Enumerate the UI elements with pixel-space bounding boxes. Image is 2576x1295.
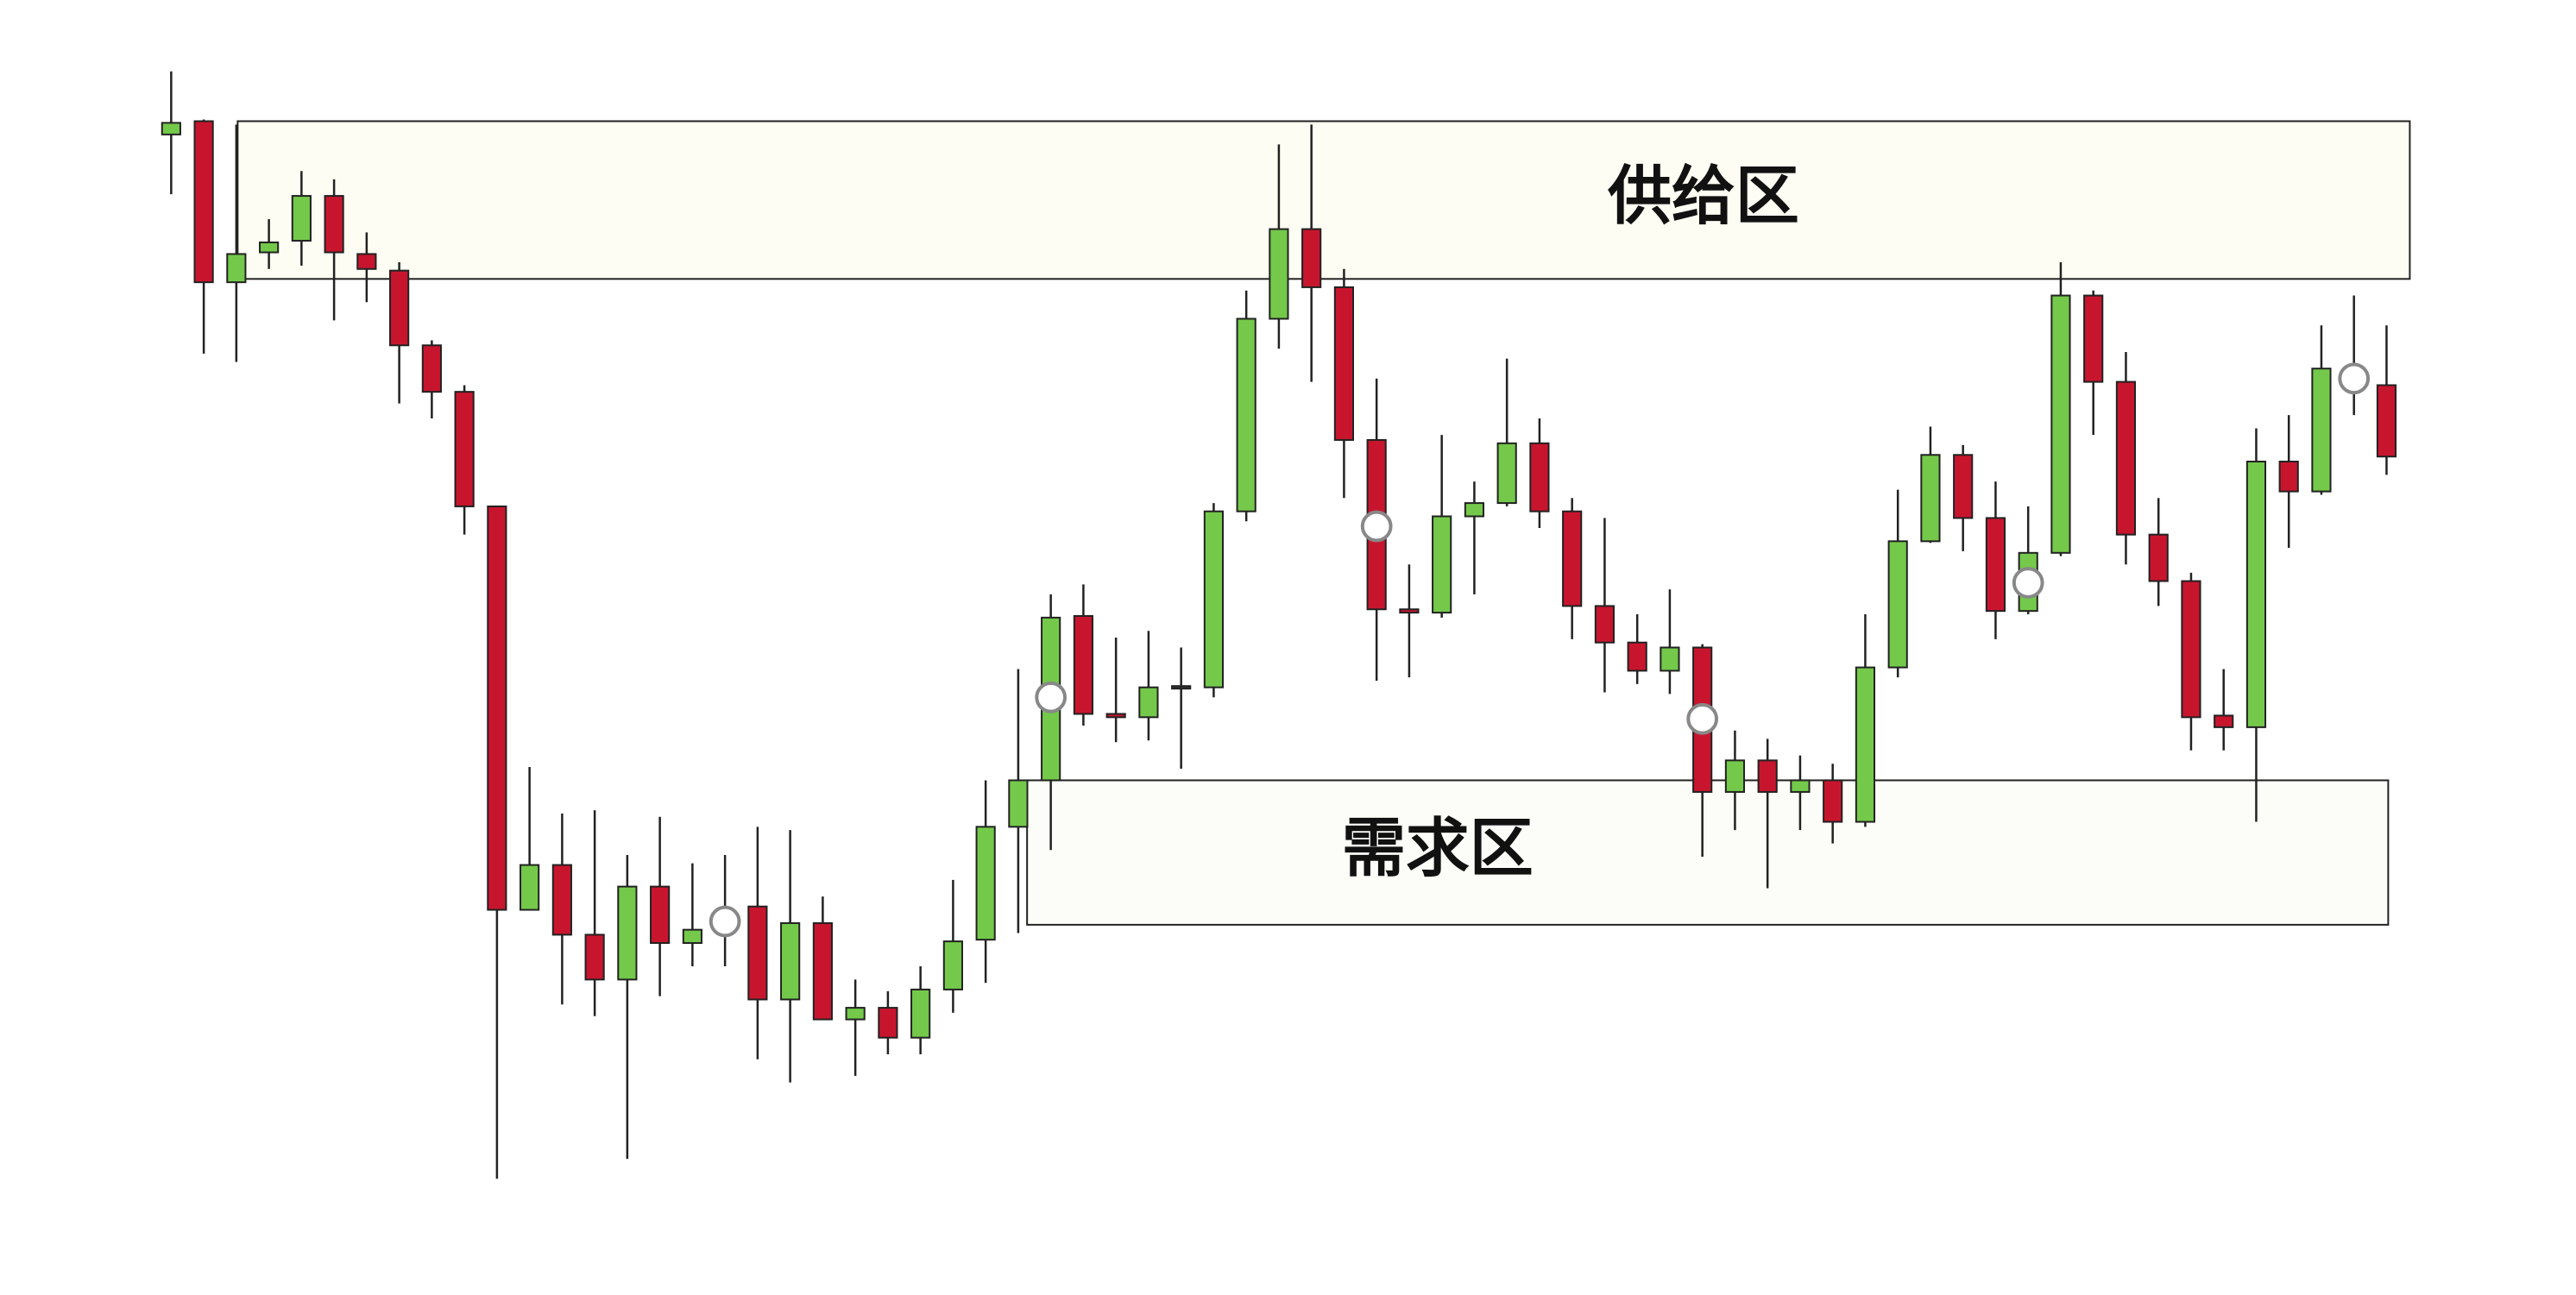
candle-body xyxy=(1757,759,1778,793)
marker xyxy=(709,905,741,938)
zone xyxy=(1026,779,2390,926)
zone-label: 需求区 xyxy=(1342,812,1534,886)
candle-body xyxy=(1953,454,1974,519)
candle-body xyxy=(617,885,638,981)
marker xyxy=(2012,567,2044,599)
candle-body xyxy=(1399,608,1420,614)
candle-body xyxy=(1887,540,1908,669)
candle-body xyxy=(1236,317,1257,512)
candle-body xyxy=(1432,515,1452,614)
candle-body xyxy=(2278,460,2299,493)
candle-body xyxy=(454,391,475,507)
candle-body xyxy=(2083,294,2104,383)
candle-body xyxy=(1464,502,1485,518)
candle-body xyxy=(1105,713,1126,719)
candle-body xyxy=(1008,779,1029,828)
candle-body xyxy=(1985,517,2006,613)
candle-body xyxy=(1073,614,1093,715)
candle-body xyxy=(2311,368,2332,493)
candle-body xyxy=(291,195,312,242)
candle-body xyxy=(324,195,344,254)
candle-body xyxy=(1171,685,1192,690)
candle-body xyxy=(1594,605,1616,644)
candle-body xyxy=(878,1007,898,1039)
candle-body xyxy=(1627,641,1647,672)
candle-body xyxy=(1724,759,1746,793)
candle-body xyxy=(421,344,442,393)
candle-body xyxy=(2148,533,2169,582)
candle-body xyxy=(1529,442,1550,512)
candle-body xyxy=(780,921,801,1001)
candle-body xyxy=(1855,666,1876,823)
candle-body xyxy=(551,864,572,936)
candle-body xyxy=(259,241,280,254)
marker xyxy=(1360,510,1393,543)
candle-body xyxy=(845,1007,866,1021)
candle-body xyxy=(1562,510,1583,607)
candle-body xyxy=(1138,686,1159,719)
candle-body xyxy=(487,505,507,911)
candle-body xyxy=(910,988,931,1039)
candle-body xyxy=(1301,228,1322,288)
candle-body xyxy=(2214,714,2234,728)
candle-body xyxy=(356,253,377,270)
marker xyxy=(1035,681,1068,714)
candle-body xyxy=(584,934,605,981)
candle-body xyxy=(812,921,833,1021)
candle-body xyxy=(1823,779,1843,823)
candle-body xyxy=(520,864,540,911)
candle-body xyxy=(2050,294,2071,554)
marker xyxy=(2338,362,2371,395)
candle-body xyxy=(747,905,768,1001)
candle-body xyxy=(1496,442,1517,505)
candle-body xyxy=(650,885,671,945)
candle-body xyxy=(2115,380,2137,536)
candle-body xyxy=(2376,384,2397,458)
candle-body xyxy=(161,122,181,135)
candle-body xyxy=(1269,228,1289,320)
candle-body xyxy=(226,253,247,284)
candle-body xyxy=(193,120,214,284)
candle-body xyxy=(1660,646,1680,672)
zone-label: 供给区 xyxy=(1608,159,1799,233)
candle-body xyxy=(2181,580,2201,719)
marker xyxy=(1686,702,1719,735)
candle-body xyxy=(1920,454,1941,543)
candle-body xyxy=(942,940,963,990)
candle-body xyxy=(1790,779,1811,793)
zone xyxy=(236,120,2411,280)
candle-body xyxy=(2245,460,2267,728)
candle-body xyxy=(682,928,702,945)
candle-body xyxy=(1203,510,1224,688)
candle-body xyxy=(1333,286,1355,441)
candle-body xyxy=(389,269,410,347)
candle-body xyxy=(975,826,996,941)
